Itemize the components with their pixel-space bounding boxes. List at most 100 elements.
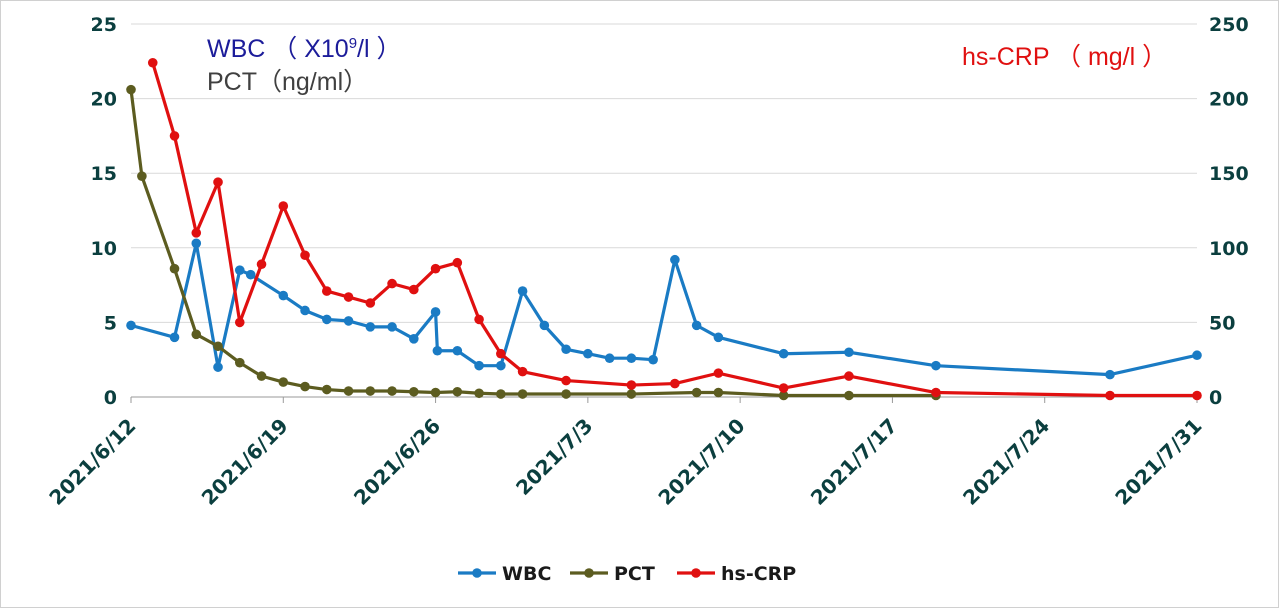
left-axis-ticks: 25 20 15 10 5 0: [91, 14, 117, 409]
data-point-hs-crp: [169, 131, 180, 141]
data-point-wbc: [213, 362, 223, 372]
data-point-pct: [474, 388, 484, 399]
right-axis-title-crp: hs-CRP （ mg/l ）: [962, 43, 1167, 71]
data-point-wbc: [432, 345, 443, 356]
data-point-wbc: [713, 332, 724, 343]
data-point-hs-crp: [931, 387, 941, 398]
data-point-pct: [713, 387, 724, 398]
gridlines: [131, 23, 1197, 398]
data-point-hs-crp: [343, 292, 354, 302]
legend-marker-wbc: [472, 568, 482, 578]
data-point-hs-crp: [256, 259, 267, 270]
data-point-pct: [300, 381, 310, 392]
left-axis-title-pct: PCT（ng/ml）: [207, 68, 368, 96]
data-point-hs-crp: [517, 366, 528, 377]
data-point-pct: [234, 357, 245, 368]
data-point-hs-crp: [626, 380, 637, 390]
data-point-pct: [387, 386, 397, 396]
data-point-hs-crp: [278, 201, 289, 211]
data-point-pct: [213, 341, 223, 352]
data-point-hs-crp: [234, 317, 245, 328]
data-point-pct: [365, 386, 376, 396]
data-point-hs-crp: [713, 368, 724, 378]
left-tick-label: 10: [91, 238, 117, 260]
data-point-hs-crp: [213, 177, 223, 187]
data-point-wbc: [234, 265, 245, 275]
right-tick-label: 250: [1209, 14, 1249, 36]
legend: WBC PCT hs-CRP: [458, 563, 796, 585]
data-point-wbc: [300, 305, 310, 316]
data-point-pct: [321, 384, 332, 395]
data-point-wbc: [517, 286, 528, 296]
data-point-pct: [561, 389, 571, 399]
data-point-wbc: [931, 360, 941, 371]
data-point-hs-crp: [1192, 390, 1202, 401]
data-point-wbc: [365, 322, 376, 332]
data-point-pct: [409, 386, 419, 397]
data-point-pct: [137, 171, 147, 181]
legend-label-hs-crp: hs-CRP: [721, 563, 796, 585]
data-point-wbc: [496, 360, 506, 371]
data-point-hs-crp: [300, 250, 310, 261]
data-point-hs-crp: [670, 378, 680, 389]
left-axis-title-wbc: WBC （ X109/l ）: [207, 35, 402, 63]
data-point-pct: [691, 387, 702, 398]
data-point-wbc: [1192, 350, 1202, 361]
data-point-hs-crp: [409, 284, 419, 295]
data-point-wbc: [604, 353, 615, 364]
data-point-wbc: [583, 348, 593, 359]
data-point-hs-crp: [452, 257, 463, 268]
right-tick-label: 100: [1209, 238, 1249, 260]
legend-label-pct: PCT: [614, 563, 655, 585]
data-point-hs-crp: [496, 348, 506, 359]
data-point-pct: [430, 387, 441, 398]
right-tick-label: 50: [1209, 312, 1235, 334]
data-point-wbc: [430, 307, 441, 317]
data-point-wbc: [343, 316, 354, 326]
data-point-hs-crp: [1105, 390, 1115, 401]
data-point-wbc: [191, 238, 202, 249]
data-point-wbc: [409, 334, 419, 344]
data-point-wbc: [321, 314, 332, 325]
data-point-wbc: [844, 347, 854, 358]
left-tick-label: 5: [104, 312, 117, 334]
data-point-hs-crp: [778, 383, 789, 393]
data-point-pct: [452, 386, 463, 397]
series-group: [126, 57, 1202, 401]
data-point-wbc: [452, 345, 463, 356]
data-point-pct: [778, 390, 789, 401]
left-tick-label: 20: [91, 89, 117, 111]
legend-marker-pct: [584, 568, 594, 578]
data-point-wbc: [648, 354, 658, 365]
data-point-pct: [169, 263, 180, 274]
data-point-wbc: [126, 320, 136, 331]
data-point-pct: [343, 386, 354, 396]
right-tick-label: 0: [1209, 387, 1222, 409]
data-point-hs-crp: [365, 298, 376, 308]
data-point-wbc: [691, 320, 702, 331]
data-point-pct: [517, 389, 528, 399]
data-point-wbc: [278, 290, 289, 301]
data-point-pct: [278, 377, 289, 387]
data-point-wbc: [474, 360, 484, 371]
data-point-wbc: [539, 320, 550, 331]
data-point-wbc: [778, 348, 789, 359]
data-point-hs-crp: [147, 57, 158, 68]
legend-marker-hs-crp: [691, 568, 701, 578]
data-point-hs-crp: [191, 228, 202, 238]
data-point-pct: [844, 390, 854, 401]
left-tick-label: 25: [91, 14, 117, 36]
data-point-wbc: [670, 254, 680, 265]
data-point-pct: [496, 389, 506, 399]
data-point-hs-crp: [474, 314, 484, 325]
left-tick-label: 15: [91, 163, 117, 185]
data-point-hs-crp: [561, 375, 571, 386]
data-point-pct: [626, 389, 637, 399]
data-point-hs-crp: [321, 286, 332, 296]
data-point-wbc: [169, 332, 180, 343]
data-point-wbc: [626, 353, 637, 364]
data-point-wbc: [561, 344, 571, 355]
